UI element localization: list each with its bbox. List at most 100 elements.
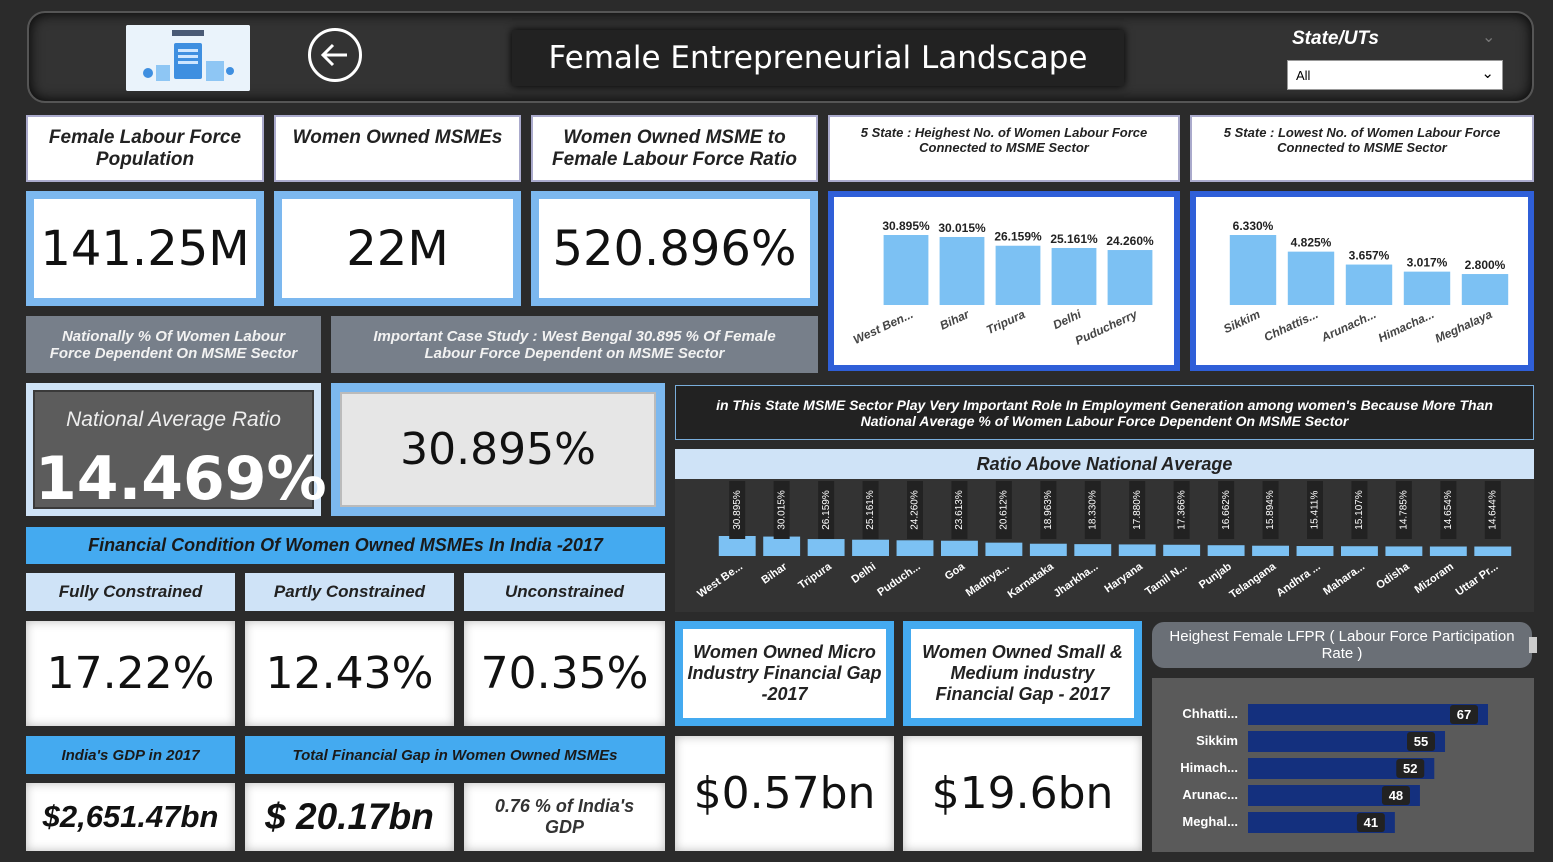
label-bg: [1356, 813, 1385, 832]
label-bg: [1218, 481, 1235, 539]
label-bg: [951, 481, 968, 539]
data-label: 26.159%: [821, 490, 832, 530]
partly-constrained-label: Partly Constrained: [245, 573, 454, 611]
bar[interactable]: [807, 539, 845, 556]
bar[interactable]: [1474, 546, 1512, 556]
data-label: 20.612%: [999, 490, 1010, 530]
bar[interactable]: [718, 536, 756, 556]
state-filter-dropdown[interactable]: All ⌄: [1287, 60, 1503, 90]
bar[interactable]: [1461, 274, 1509, 305]
label-bg: [1395, 481, 1412, 539]
data-label: 17.366%: [1176, 490, 1187, 530]
msme-value: 22M: [282, 199, 513, 298]
bar[interactable]: [852, 539, 889, 556]
ratio-value: 520.896%: [539, 199, 810, 298]
bar[interactable]: [896, 540, 934, 556]
tick-label: Himacha...: [1376, 307, 1436, 345]
bar[interactable]: [1229, 235, 1277, 305]
ratio-label: Women Owned MSME to Female Labour Force …: [531, 115, 818, 182]
tick-label: Arunac...: [1182, 787, 1238, 802]
bottom5-label: 5 State : Lowest No. of Women Labour For…: [1190, 115, 1534, 182]
label-bg: [1129, 481, 1146, 539]
top5-chart: 30.895% West Ben... 30.015% Bihar 26.159% Tri…: [834, 197, 1174, 365]
scrollbar[interactable]: [1529, 637, 1537, 653]
partly-constrained-value: 12.43%: [245, 621, 454, 726]
tick-label: Karnataka: [1006, 560, 1057, 601]
tick-label: Jharkha...: [1052, 561, 1101, 600]
back-arrow-button[interactable]: [308, 28, 362, 82]
label-bg: [1307, 481, 1323, 539]
bar[interactable]: [1118, 544, 1156, 556]
tick-label: Delhi: [849, 561, 878, 586]
data-label: 30.015%: [938, 221, 986, 235]
data-label: 17.880%: [1132, 490, 1143, 530]
chevron-down-icon: ⌄: [1481, 65, 1494, 82]
bar[interactable]: [1163, 544, 1201, 556]
unconstrained-label: Unconstrained: [464, 573, 665, 611]
bar[interactable]: [1345, 264, 1393, 305]
label-bg: [1396, 759, 1425, 778]
chevron-down-icon[interactable]: ⌄: [1482, 27, 1496, 46]
tick-label: Chhattis...: [1262, 307, 1320, 344]
msme-logo: [126, 25, 250, 91]
top5-label: 5 State : Heighest No. of Women Labour F…: [828, 115, 1180, 182]
tick-label: Tripura: [796, 560, 834, 592]
bar[interactable]: [1287, 251, 1335, 305]
gap-pct: 0.76 % of India's GDP: [464, 783, 665, 851]
data-label: 18.330%: [1087, 490, 1098, 530]
bar[interactable]: [1248, 758, 1435, 779]
label-bg: [1381, 786, 1410, 805]
data-label: 24.260%: [910, 490, 921, 530]
bar[interactable]: [939, 236, 985, 305]
bar[interactable]: [995, 245, 1041, 305]
bar[interactable]: [1252, 545, 1289, 556]
bar[interactable]: [1403, 271, 1451, 305]
bar[interactable]: [1051, 247, 1097, 305]
tick-label: Himach...: [1180, 760, 1238, 775]
tick-label: Puduch...: [875, 561, 922, 599]
label-bg: [1262, 481, 1279, 539]
bar[interactable]: [1074, 544, 1112, 556]
bar[interactable]: [763, 536, 801, 556]
fully-constrained-value: 17.22%: [26, 621, 235, 726]
lfpr-title: Heighest Female LFPR ( Labour Force Part…: [1152, 622, 1532, 668]
bar[interactable]: [1248, 704, 1488, 725]
unconstrained-value: 70.35%: [464, 621, 665, 726]
data-label: 23.613%: [954, 490, 965, 530]
bar[interactable]: [883, 235, 929, 305]
bar[interactable]: [1296, 546, 1334, 556]
data-label: 30.895%: [882, 219, 930, 233]
data-label: 15.411%: [1310, 491, 1321, 530]
tick-label: Andhra ...: [1274, 561, 1322, 600]
bar[interactable]: [985, 542, 1023, 556]
nationally-label: Nationally % Of Women Labour Force Depen…: [26, 316, 321, 373]
filter-value: All: [1296, 67, 1311, 83]
msme-card: 22M: [274, 191, 521, 306]
label-bg: [1084, 481, 1101, 539]
bar[interactable]: [1341, 546, 1378, 556]
national-avg-card: National Average Ratio 14.469%: [26, 383, 327, 516]
tick-label: Madhya...: [964, 561, 1012, 600]
gap-value: $ 20.17bn: [245, 783, 454, 851]
bar[interactable]: [1429, 546, 1467, 556]
bar[interactable]: [941, 540, 978, 556]
label-bg: [862, 481, 879, 539]
label-bg: [1040, 481, 1057, 539]
national-avg-value: 14.469%: [35, 444, 327, 514]
micro-gap-card: Women Owned Micro Industry Financial Gap…: [675, 621, 894, 726]
bar[interactable]: [1029, 543, 1067, 556]
data-label: 25.161%: [1050, 232, 1098, 246]
bar[interactable]: [1248, 731, 1446, 752]
small-gap-label: Women Owned Small & Medium industry Fina…: [911, 629, 1134, 718]
bar[interactable]: [1107, 250, 1153, 305]
bar[interactable]: [1248, 785, 1420, 806]
bar[interactable]: [1207, 545, 1245, 556]
label-bg: [907, 481, 923, 539]
data-label: 30.895%: [732, 490, 743, 530]
labour-force-label: Female Labour Force Population: [26, 115, 264, 182]
bar[interactable]: [1385, 546, 1423, 556]
data-label: 14.785%: [1399, 490, 1410, 530]
note-text: in This State MSME Sector Play Very Impo…: [675, 385, 1534, 440]
tick-label: Mahara...: [1321, 561, 1367, 598]
tick-label: Odisha: [1374, 560, 1412, 592]
